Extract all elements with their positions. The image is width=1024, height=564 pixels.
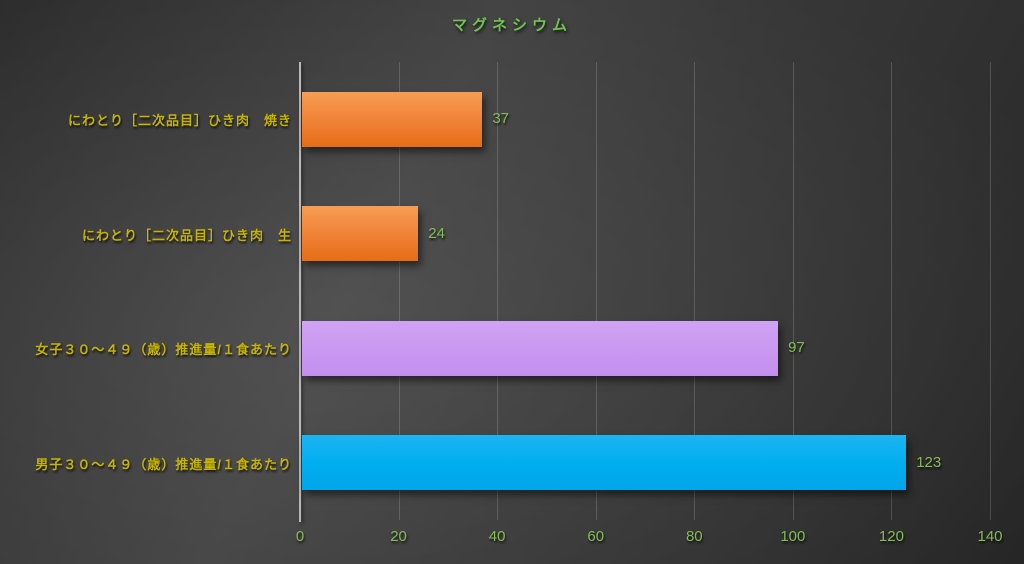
bar-orange-1 bbox=[302, 206, 419, 262]
category-label: 女子３０～４９（歳）推進量/１食あたり bbox=[35, 342, 292, 358]
bar-cyan-3 bbox=[302, 435, 907, 491]
gridline bbox=[891, 62, 893, 520]
x-tick-label: 40 bbox=[488, 528, 506, 545]
gridline bbox=[497, 62, 499, 520]
x-tick-label: 0 bbox=[295, 528, 305, 545]
gridline bbox=[595, 62, 597, 520]
category-label: 男子３０～４９（歳）推進量/１食あたり bbox=[35, 456, 292, 472]
gridline bbox=[398, 62, 400, 520]
gridline bbox=[792, 62, 794, 520]
x-tick-label: 60 bbox=[587, 528, 605, 545]
category-label: にわとり［二次品目］ひき肉 生 bbox=[81, 227, 292, 243]
value-label: 24 bbox=[428, 224, 445, 242]
value-label: 37 bbox=[492, 110, 510, 128]
value-label: 123 bbox=[916, 453, 942, 471]
x-tick-label: 100 bbox=[780, 528, 806, 545]
bar-orange-0 bbox=[302, 91, 483, 147]
x-tick-label: 140 bbox=[977, 528, 1003, 545]
category-label: にわとり［二次品目］ひき肉 焼き bbox=[67, 113, 292, 129]
x-tick-label: 120 bbox=[878, 528, 904, 545]
x-tick-label: 20 bbox=[390, 528, 407, 545]
bar-lavender-2 bbox=[302, 320, 779, 376]
gridline bbox=[990, 62, 991, 520]
value-axis-zero-line bbox=[299, 62, 301, 522]
value-label: 97 bbox=[788, 339, 805, 357]
gridline bbox=[694, 62, 696, 520]
chart-title: マグネシウム bbox=[451, 17, 572, 34]
x-tick-label: 80 bbox=[685, 528, 703, 545]
